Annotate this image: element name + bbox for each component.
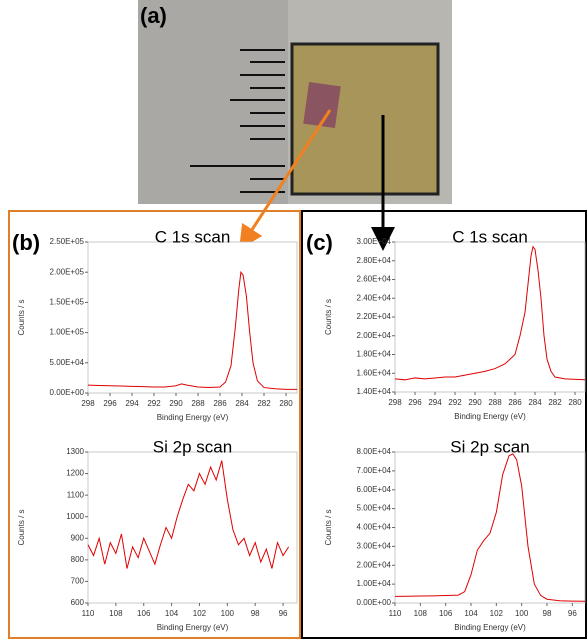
y-axis-title: Counts / s xyxy=(17,509,26,545)
x-tick-label: 286 xyxy=(213,399,227,408)
x-tick-label: 100 xyxy=(515,609,529,618)
arrow xyxy=(239,109,332,250)
x-tick-label: 96 xyxy=(568,609,577,618)
y-tick-label: 2.50E+05 xyxy=(50,237,85,246)
x-tick-label: 296 xyxy=(103,399,117,408)
x-tick-label: 298 xyxy=(81,399,95,408)
panel-label: (b) xyxy=(12,230,40,255)
x-tick-label: 102 xyxy=(490,609,504,618)
x-tick-label: 298 xyxy=(388,398,402,407)
x-tick-label: 286 xyxy=(508,398,522,407)
y-tick-label: 0.00E+00 xyxy=(357,598,392,607)
x-tick-label: 104 xyxy=(165,609,179,618)
x-tick-label: 288 xyxy=(488,398,502,407)
y-tick-label: 1000 xyxy=(66,512,84,521)
y-axis-title: Counts / s xyxy=(17,299,26,335)
y-tick-label: 2.20E+04 xyxy=(357,312,392,321)
chart-title: Si 2p scan xyxy=(153,437,232,456)
x-tick-label: 108 xyxy=(109,609,123,618)
y-tick-label: 1.80E+04 xyxy=(357,350,392,359)
plot-area xyxy=(87,241,298,394)
x-tick-label: 282 xyxy=(257,399,271,408)
y-tick-label: 6.00E+04 xyxy=(357,485,392,494)
x-axis-title: Binding Energy (eV) xyxy=(157,413,229,422)
plot-area xyxy=(87,451,298,604)
y-axis-title: Counts / s xyxy=(324,299,333,335)
chart-title: C 1s scan xyxy=(452,227,528,246)
x-tick-label: 280 xyxy=(279,399,293,408)
y-tick-label: 0.00E+00 xyxy=(50,388,85,397)
y-tick-label: 1.00E+05 xyxy=(50,328,85,337)
y-tick-label: 5.00E+04 xyxy=(357,504,392,513)
data-line xyxy=(87,270,297,390)
panel-frame xyxy=(301,210,587,639)
x-tick-label: 102 xyxy=(193,609,207,618)
chart-title: Si 2p scan xyxy=(450,437,529,456)
y-tick-label: 700 xyxy=(71,577,85,586)
photo xyxy=(138,0,452,204)
data-line xyxy=(394,245,586,381)
x-tick-label: 104 xyxy=(464,609,478,618)
y-tick-label: 1200 xyxy=(66,469,84,478)
y-tick-label: 1.50E+05 xyxy=(50,298,85,307)
y-axis-title: Counts / s xyxy=(324,509,333,545)
y-tick-label: 7.00E+04 xyxy=(357,466,392,475)
x-tick-label: 296 xyxy=(408,398,422,407)
y-tick-label: 2.00E+05 xyxy=(50,267,85,276)
x-tick-label: 292 xyxy=(147,399,161,408)
y-tick-label: 3.00E+04 xyxy=(357,541,392,550)
y-tick-label: 1100 xyxy=(67,490,85,499)
x-tick-label: 292 xyxy=(448,398,462,407)
panel-frame xyxy=(8,210,301,639)
y-tick-label: 4.00E+04 xyxy=(357,523,392,532)
chart-title: C 1s scan xyxy=(155,227,231,246)
x-tick-label: 108 xyxy=(414,609,428,618)
y-tick-label: 8.00E+04 xyxy=(357,447,392,456)
x-tick-label: 288 xyxy=(191,399,205,408)
y-tick-label: 900 xyxy=(71,533,85,542)
y-tick-label: 2.40E+04 xyxy=(357,293,392,302)
x-axis-title: Binding Energy (eV) xyxy=(454,623,526,632)
x-tick-label: 110 xyxy=(389,609,402,618)
x-tick-label: 284 xyxy=(235,399,249,408)
y-tick-label: 1.40E+04 xyxy=(357,387,392,396)
x-tick-label: 96 xyxy=(279,609,288,618)
x-axis-title: Binding Energy (eV) xyxy=(157,623,229,632)
x-tick-label: 294 xyxy=(428,398,442,407)
x-tick-label: 98 xyxy=(543,609,552,618)
x-tick-label: 110 xyxy=(82,609,95,618)
y-tick-label: 1300 xyxy=(66,447,84,456)
x-tick-label: 98 xyxy=(251,609,260,618)
data-line xyxy=(87,460,290,569)
plot-area xyxy=(394,241,586,393)
x-tick-label: 282 xyxy=(548,398,562,407)
y-tick-label: 2.80E+04 xyxy=(357,256,392,265)
y-tick-label: 3.00E+04 xyxy=(357,237,392,246)
data-line xyxy=(394,453,586,602)
y-tick-label: 1.00E+04 xyxy=(357,579,392,588)
x-tick-label: 106 xyxy=(439,609,453,618)
x-tick-label: 290 xyxy=(169,399,183,408)
x-tick-label: 294 xyxy=(125,399,139,408)
y-tick-label: 1.60E+04 xyxy=(357,368,392,377)
x-tick-label: 280 xyxy=(568,398,582,407)
x-tick-label: 100 xyxy=(221,609,235,618)
x-axis-title: Binding Energy (eV) xyxy=(454,412,526,421)
y-tick-label: 2.60E+04 xyxy=(357,275,392,284)
y-tick-label: 5.00E+04 xyxy=(50,358,85,367)
x-tick-label: 284 xyxy=(528,398,542,407)
x-tick-label: 290 xyxy=(468,398,482,407)
y-tick-label: 2.00E+04 xyxy=(357,331,392,340)
y-tick-label: 600 xyxy=(71,598,85,607)
panel-label: (c) xyxy=(306,230,333,255)
y-tick-label: 800 xyxy=(71,555,85,564)
plot-area xyxy=(394,451,586,604)
y-tick-label: 2.00E+04 xyxy=(357,560,392,569)
x-tick-label: 106 xyxy=(137,609,151,618)
panel-label: (a) xyxy=(140,3,167,28)
